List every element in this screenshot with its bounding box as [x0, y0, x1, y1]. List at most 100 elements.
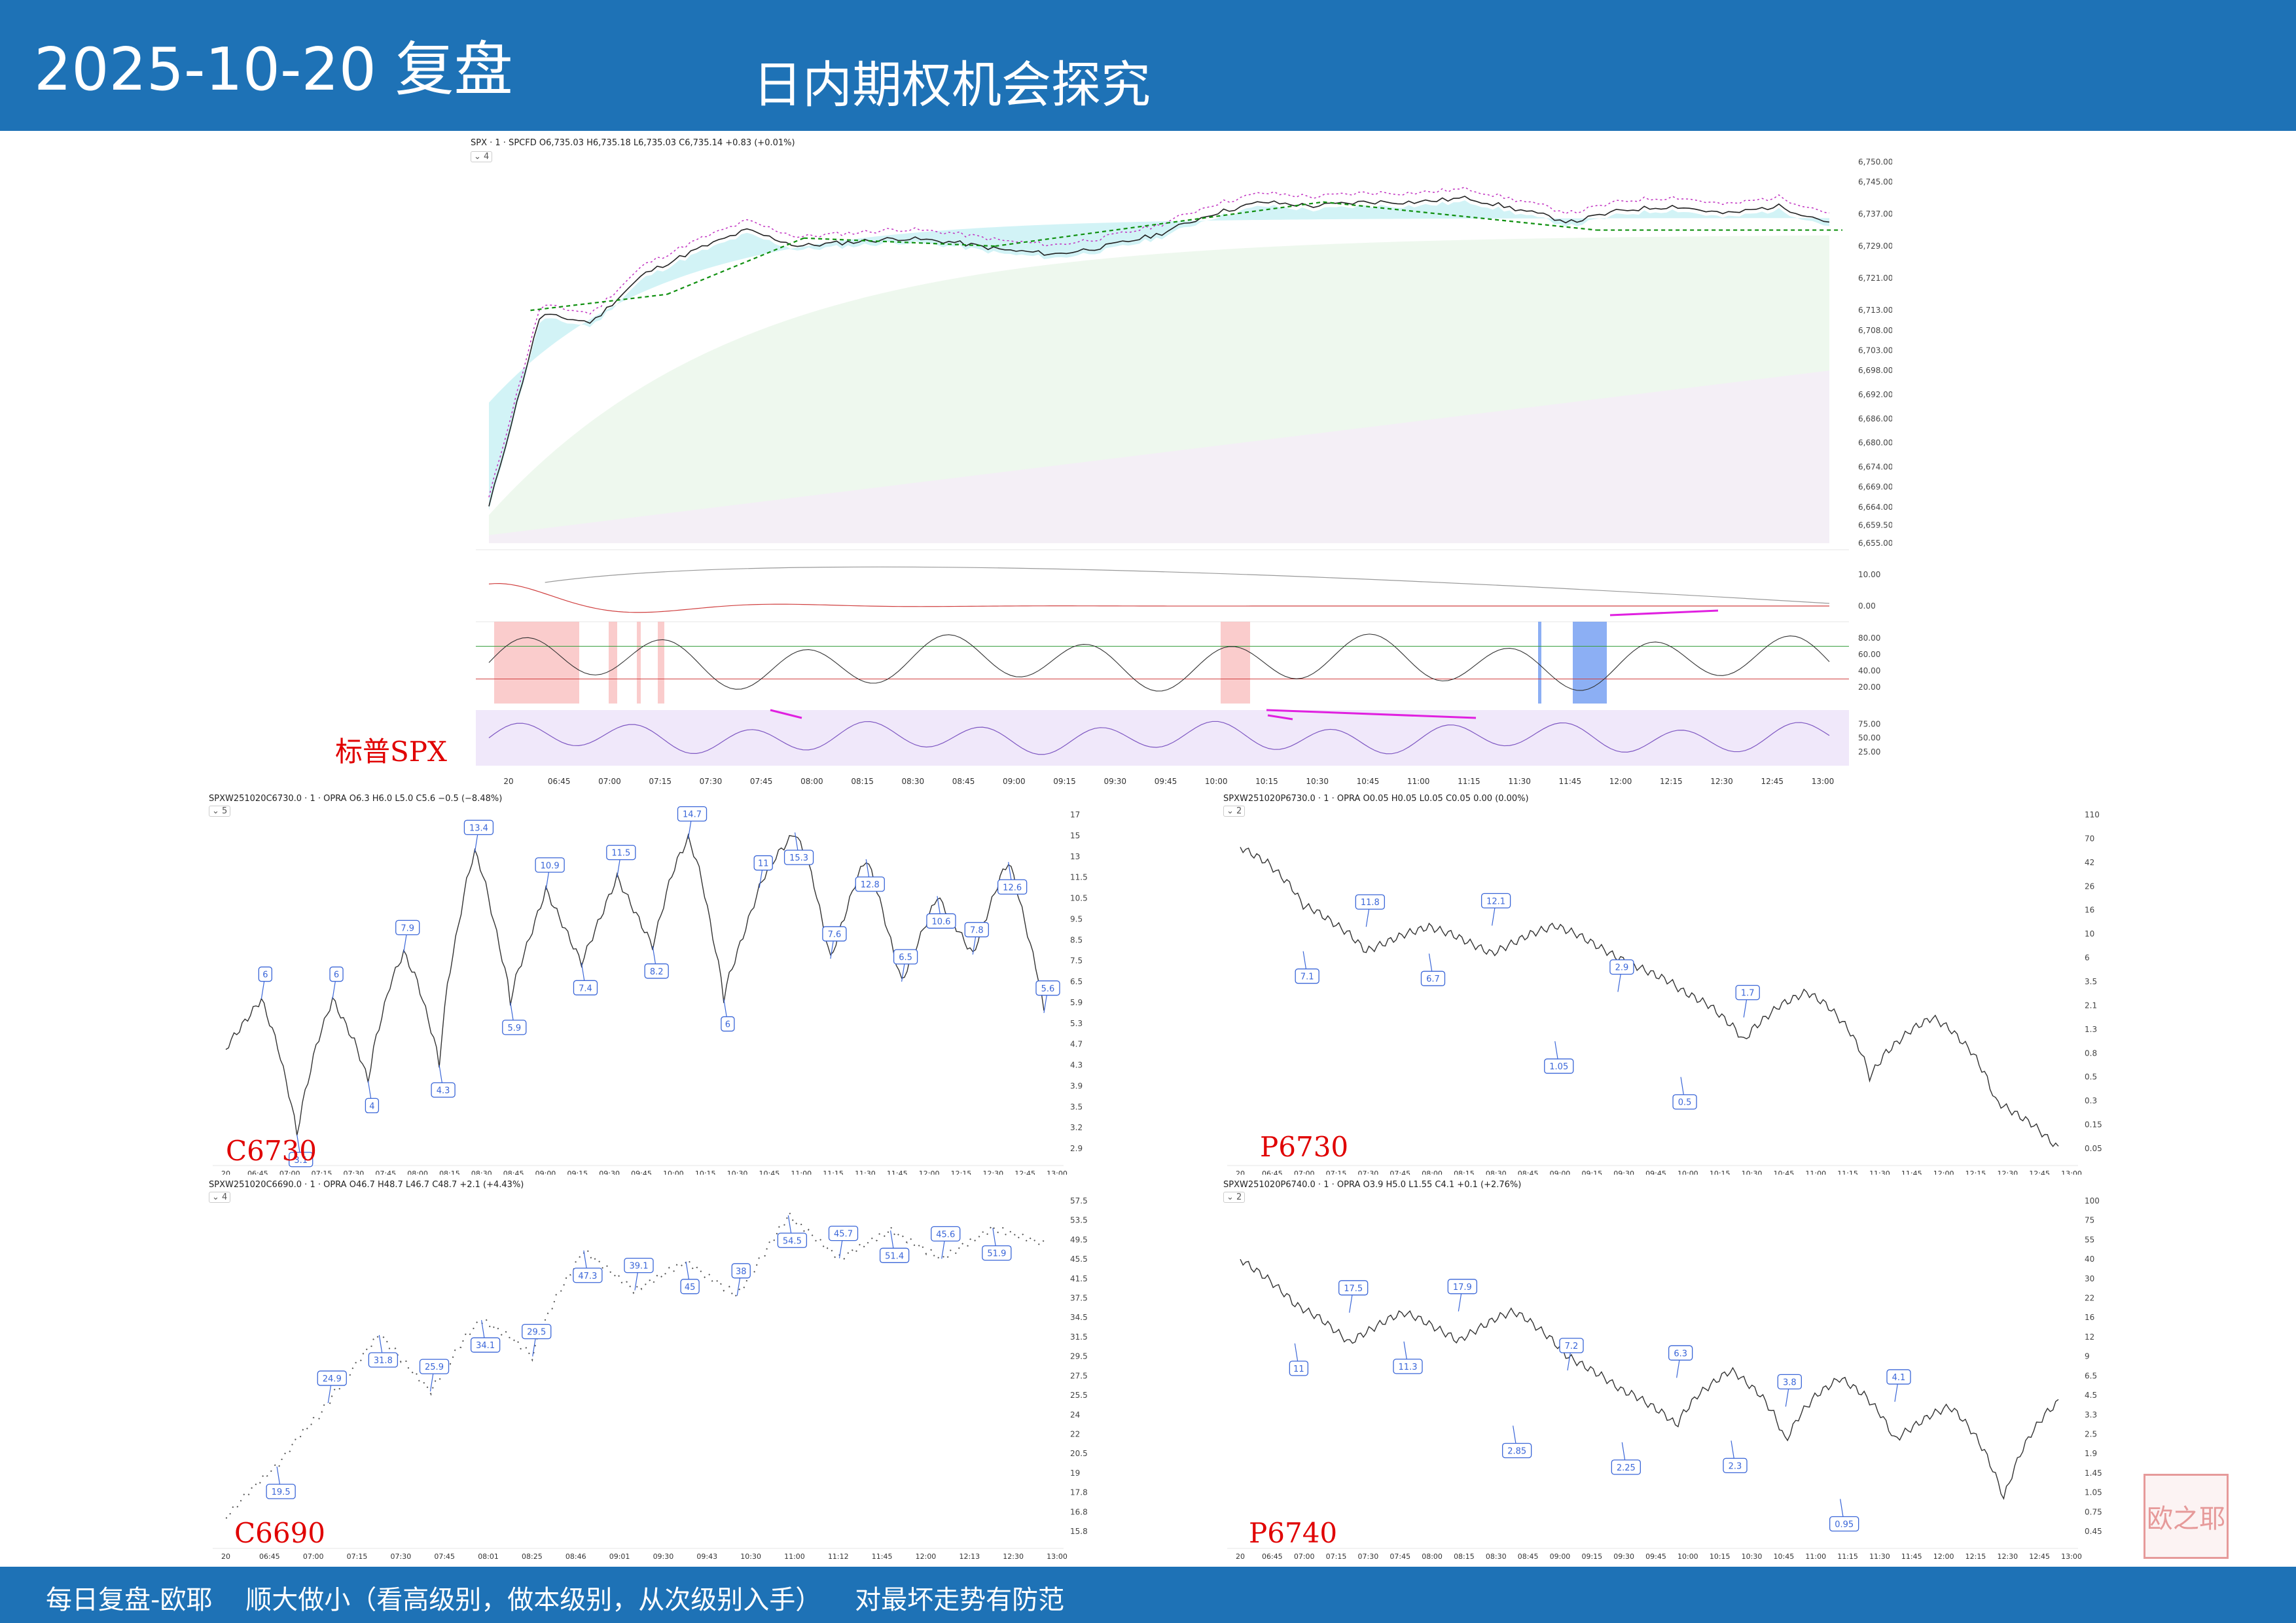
spx-ytick-label: 6,680.00: [1858, 438, 1892, 448]
price-callout-label: 12.1: [1486, 897, 1505, 906]
spx-xtick-label: 07:00: [598, 777, 621, 786]
price-callout-label: 7.1: [1300, 972, 1314, 982]
option-xtick-label: 11:45: [1901, 1552, 1922, 1561]
price-callout-label: 45.6: [936, 1230, 955, 1240]
spx-support-dashed-line: [530, 293, 668, 312]
price-callout: 11.5: [606, 844, 636, 861]
option-ytick-label: 19: [1070, 1469, 1080, 1478]
price-callout-label: 29.5: [527, 1328, 546, 1338]
rsi-pane-background: [476, 710, 1849, 766]
price-callout-label: 25.9: [425, 1363, 444, 1372]
spx-ytick-label: 6,703.00: [1858, 346, 1892, 355]
price-callout-label: 17.9: [1453, 1283, 1472, 1293]
option-ytick-label: 53.5: [1070, 1216, 1088, 1225]
option-ytick-label: 45.5: [1070, 1255, 1088, 1264]
option-ytick-label: 41.5: [1070, 1274, 1088, 1283]
price-callout-box: [997, 879, 1028, 895]
option-xtick-label: 10:45: [1774, 1552, 1795, 1561]
c6730-collapse-badge[interactable]: ⌄ 5: [209, 806, 231, 817]
price-callout-box: [470, 1337, 501, 1353]
price-callout-box: [1502, 1442, 1532, 1459]
spx-ytick-label: 6,686.00: [1858, 414, 1892, 423]
price-callout-box: [573, 980, 598, 995]
price-callout: 1.05: [1544, 1058, 1574, 1074]
price-callout-label: 0.5: [1678, 1098, 1692, 1108]
option-xtick-label: 09:43: [696, 1552, 717, 1561]
price-callout: 29.5: [522, 1323, 552, 1340]
price-callout-box: [893, 949, 918, 965]
price-callout: 8.2: [644, 963, 669, 979]
price-callout: 11: [753, 855, 773, 871]
spx-ytick-label: 6,729.00: [1858, 241, 1892, 251]
option-xtick-label: 07:00: [303, 1552, 324, 1561]
spx-ytick-label: 6,713.00: [1858, 306, 1892, 315]
price-callout-label: 6: [262, 971, 268, 980]
price-callout-box: [982, 1245, 1012, 1261]
spx-xtick-label: 12:00: [1609, 777, 1632, 786]
option-xtick-label: 10:30: [740, 1552, 761, 1561]
spx-xtick-label: 07:45: [750, 777, 773, 786]
price-callout-box: [1559, 1338, 1584, 1353]
price-callout-box: [1544, 1058, 1574, 1074]
option-xtick-label: 07:15: [347, 1552, 368, 1561]
price-callout-box: [1420, 971, 1446, 986]
spx-chart-svg: 6,655.00 6,659.50 6,664.00 6,669.00 6,674.00…: [476, 157, 1892, 786]
spx-xtick-label: 08:00: [800, 777, 823, 786]
price-callout-box: [1289, 1361, 1308, 1376]
price-callout-box: [522, 1323, 552, 1340]
p6740-collapse-badge[interactable]: ⌄ 2: [1223, 1192, 1246, 1203]
price-callout: 51.9: [982, 1245, 1012, 1261]
price-callout-label: 11: [758, 859, 769, 869]
price-callout-box: [606, 844, 636, 861]
spx-xtick-label: 12:45: [1761, 777, 1784, 786]
option-ytick-label: 16.8: [1070, 1507, 1088, 1516]
price-callout: 39.1: [624, 1257, 654, 1274]
page-title: 2025-10-20 复盘: [34, 35, 513, 104]
price-callout-box: [1393, 1359, 1423, 1374]
price-callout: 10.6: [926, 913, 956, 929]
price-callout-label: 2.3: [1729, 1461, 1742, 1471]
spx-xtick-label: 13:00: [1812, 777, 1835, 786]
option-xtick-label: 11:00: [784, 1552, 805, 1561]
option-xtick-label: 11:15: [1837, 1552, 1858, 1561]
spx-xtick-label: 08:15: [851, 777, 874, 786]
option-ytick-label: 26: [2085, 882, 2094, 891]
option-ytick-label: 34.5: [1070, 1313, 1088, 1322]
spx-ytick-label: 6,737.00: [1858, 209, 1892, 219]
price-callout-label: 54.5: [783, 1236, 802, 1246]
option-ytick-label: 12: [2085, 1332, 2094, 1342]
header-banner: 2025-10-20 复盘 日内期权机会探究: [0, 0, 2296, 131]
stoch-overbought-zone: [1221, 622, 1250, 704]
price-callout-label: 7.2: [1565, 1342, 1579, 1351]
price-callout: 45.7: [828, 1225, 859, 1241]
price-callout-box: [535, 857, 565, 873]
price-callout-box: [1480, 893, 1511, 909]
price-callout-label: 15.3: [789, 853, 808, 863]
p6730-legend: SPXW251020P6730.0 · 1 · OPRA O0.05 H0.05…: [1223, 794, 1529, 804]
option-ytick-label: 3.5: [1070, 1102, 1083, 1111]
stoch-overbought-zone: [637, 622, 641, 704]
price-callout: 5.6: [1035, 980, 1060, 996]
price-callout-label: 39.1: [630, 1262, 649, 1272]
price-callout: 6: [329, 966, 344, 982]
spx-upper-envelope: [488, 187, 1830, 497]
option-xtick-label: 06:45: [1262, 1552, 1283, 1561]
option-xtick-label: 09:01: [609, 1552, 630, 1561]
option-ytick-label: 0.3: [2085, 1096, 2097, 1105]
p6730-collapse-badge[interactable]: ⌄ 2: [1223, 806, 1246, 817]
footer-text: 每日复盘-欧耶 顺大做小（看高级别，做本级别，从次级别入手） 对最坏走势有防范: [46, 1585, 1065, 1615]
price-callout: 12.8: [855, 876, 885, 892]
spx-ytick-label: 6,698.00: [1858, 366, 1892, 375]
price-callout: 4.3: [431, 1082, 456, 1098]
spx-support-dashed-line: [666, 237, 804, 295]
c6690-collapse-badge[interactable]: ⌄ 4: [209, 1192, 231, 1203]
price-callout-box: [731, 1263, 751, 1279]
option-xtick-label: 11:45: [872, 1552, 893, 1561]
spx-collapse-badge[interactable]: ⌄ 4: [471, 151, 493, 162]
macd-divergence-line: [1609, 609, 1719, 616]
price-callout-label: 6.5: [899, 953, 912, 963]
price-callout-box: [368, 1352, 399, 1368]
stoch-ytick-label: 40.00: [1858, 666, 1880, 675]
price-callout-label: 10.9: [541, 861, 560, 871]
price-callout: 19.5: [266, 1484, 296, 1499]
